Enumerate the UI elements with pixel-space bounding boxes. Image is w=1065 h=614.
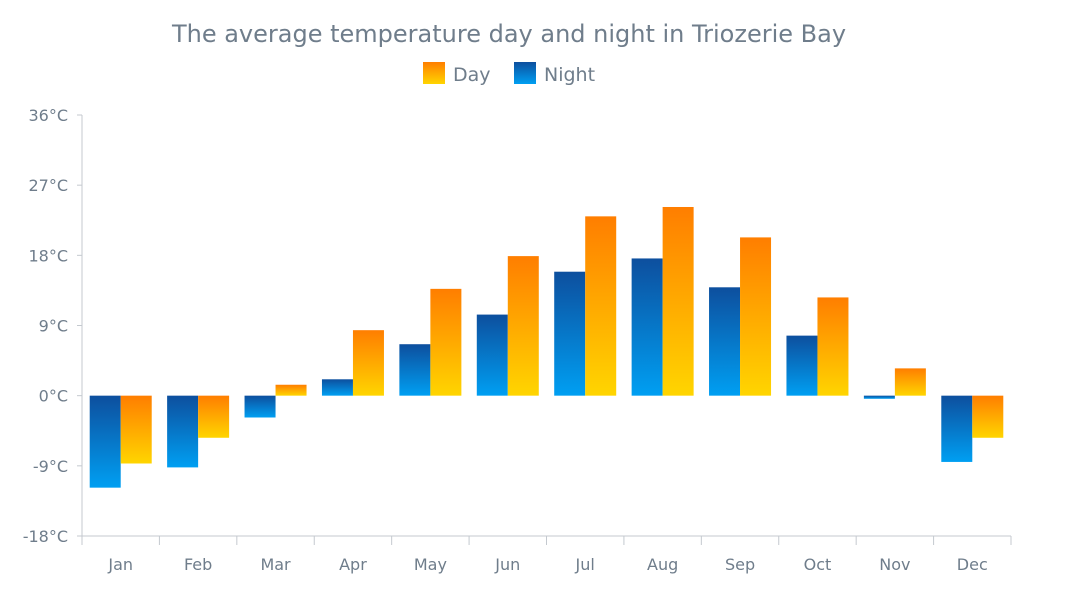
x-tick-label: Sep — [725, 555, 755, 574]
y-tick-label: 27°C — [28, 176, 68, 195]
bar-night-aug — [631, 258, 663, 396]
bar-night-may — [399, 344, 431, 396]
legend-label-day: Day — [453, 64, 491, 86]
bar-day-nov — [894, 368, 926, 396]
bar-day-oct — [817, 297, 849, 396]
bar-day-jul — [585, 216, 617, 396]
y-tick-label: -9°C — [33, 457, 68, 476]
x-tick-label: Jan — [107, 555, 133, 574]
y-tick-label: -18°C — [23, 527, 68, 546]
bar-night-jul — [554, 271, 586, 396]
x-axis: Jan Feb Mar Apr May Jun Jul Aug Sep Oct Nov Dec — [81, 535, 1012, 574]
legend-swatch-day — [423, 62, 445, 84]
x-tick-label: Feb — [184, 555, 212, 574]
bars — [89, 206, 1004, 488]
x-tick-label: Nov — [879, 555, 910, 574]
bar-day-aug — [662, 206, 694, 396]
bar-night-mar — [244, 395, 276, 418]
bar-night-sep — [709, 287, 741, 396]
bar-day-may — [430, 288, 462, 396]
bar-night-nov — [863, 395, 895, 399]
bar-day-jan — [120, 395, 152, 464]
x-tick-label: Jul — [575, 555, 595, 574]
y-tick-label: 9°C — [39, 317, 68, 336]
x-tick-label: May — [414, 555, 447, 574]
y-axis: 36°C 27°C 18°C 9°C 0°C -9°C -18°C — [23, 106, 83, 546]
bar-day-feb — [198, 395, 230, 438]
chart-title: The average temperature day and night in… — [171, 20, 846, 48]
legend-swatch-night — [514, 62, 536, 84]
bar-day-jun — [507, 256, 539, 396]
bar-night-apr — [321, 379, 353, 396]
bar-day-dec — [972, 395, 1004, 438]
y-tick-label: 0°C — [39, 387, 68, 406]
bar-night-dec — [941, 395, 973, 462]
x-tick-label: Dec — [957, 555, 988, 574]
bar-day-mar — [275, 384, 307, 396]
bar-night-oct — [786, 335, 818, 396]
legend-label-night: Night — [544, 64, 595, 86]
x-tick-label: Aug — [647, 555, 678, 574]
bar-night-jun — [476, 314, 508, 396]
bar-day-sep — [740, 237, 772, 396]
x-tick-label: Mar — [260, 555, 291, 574]
legend: Day Night — [423, 62, 595, 86]
bar-day-apr — [352, 330, 384, 396]
y-tick-label: 36°C — [28, 106, 68, 125]
y-tick-label: 18°C — [28, 246, 68, 265]
bar-night-feb — [167, 395, 199, 468]
bar-night-jan — [89, 395, 121, 488]
x-tick-label: Apr — [339, 555, 367, 574]
x-tick-label: Oct — [804, 555, 832, 574]
x-tick-label: Jun — [494, 555, 520, 574]
